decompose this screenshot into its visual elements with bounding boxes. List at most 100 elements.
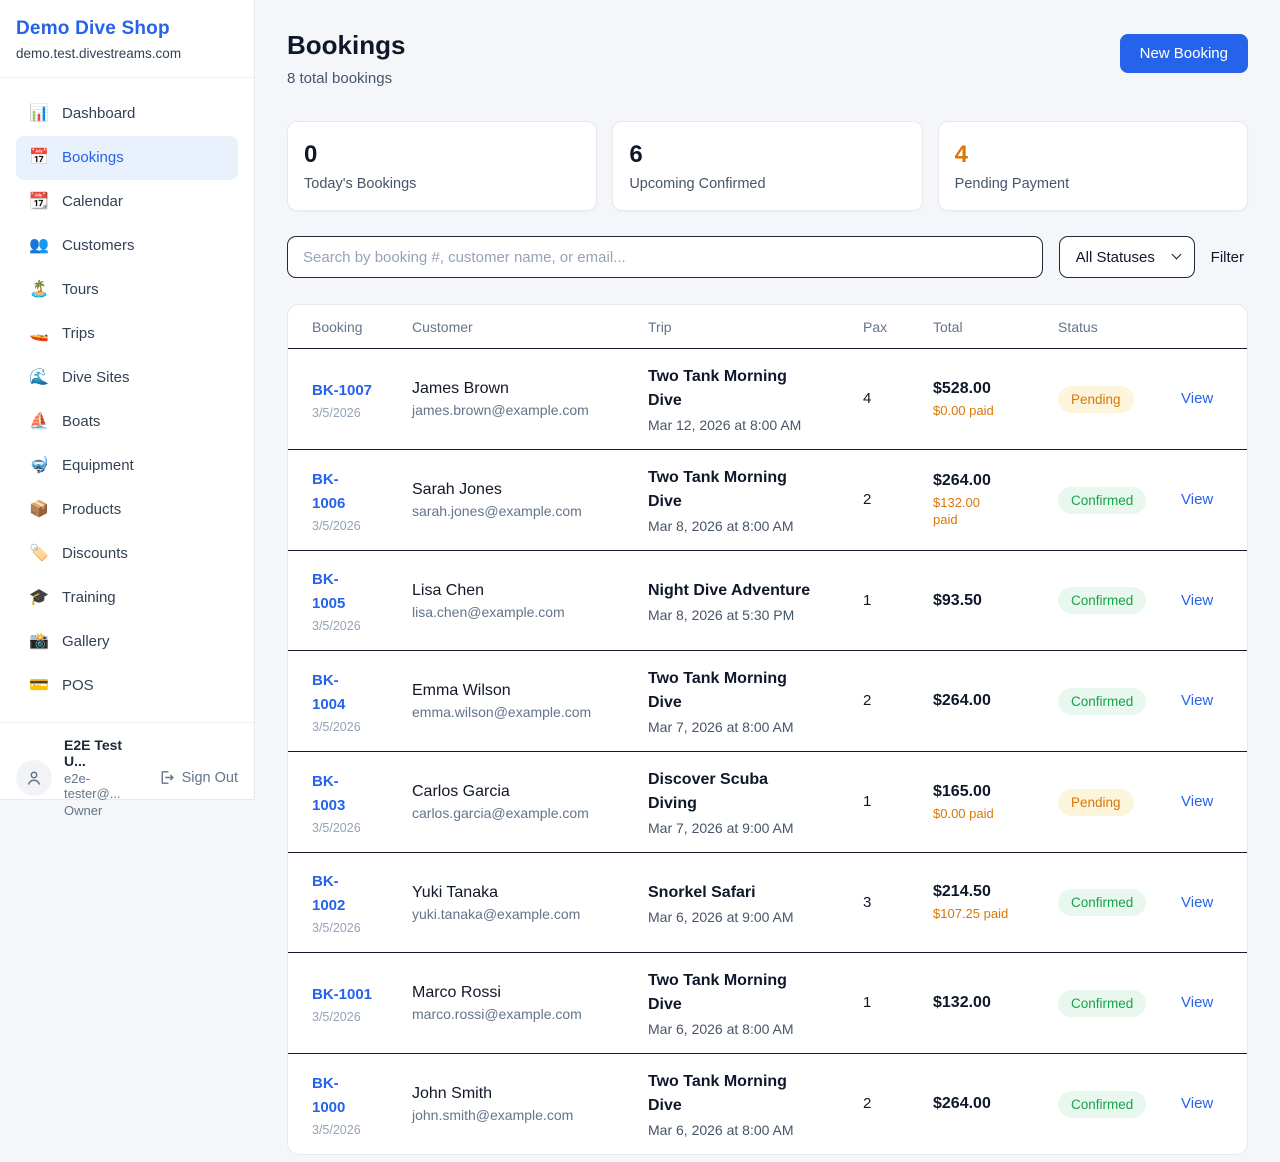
sidebar-header: Demo Dive Shop demo.test.divestreams.com [0, 0, 254, 78]
customer-email: sarah.jones@example.com [412, 503, 582, 519]
stat-card: 0 Today's Bookings [287, 121, 598, 211]
sidebar-item-label: Equipment [62, 457, 134, 474]
trip-cell: Two Tank Morning Dive Mar 6, 2026 at 8:0… [648, 952, 863, 1054]
sidebar-item-calendar[interactable]: 📆 Calendar [16, 180, 238, 224]
sidebar-item-label: Products [62, 501, 122, 518]
table-row: BK-1007 3/5/2026 James Brown james.brown… [288, 348, 1247, 450]
pax-value: 1 [863, 591, 872, 609]
stat-label: Pending Payment [954, 176, 1070, 192]
column-header-customer: Customer [412, 305, 648, 349]
view-link[interactable]: View [1181, 491, 1214, 508]
booking-id-link[interactable]: BK-1001 [312, 985, 373, 1003]
stat-card: 6 Upcoming Confirmed [612, 121, 923, 211]
booking-id-link[interactable]: BK- 1005 [312, 571, 346, 612]
trip-datetime: Mar 7, 2026 at 9:00 AM [648, 820, 794, 836]
status-select[interactable]: All Statuses [1058, 236, 1195, 278]
booking-id-link[interactable]: BK- 1000 [312, 1074, 346, 1116]
filter-button[interactable]: Filter [1210, 248, 1244, 266]
trip-cell: Two Tank Morning Dive Mar 6, 2026 at 8:0… [648, 1054, 863, 1155]
sidebar-item-customers[interactable]: 👥 Customers [16, 224, 238, 268]
paid-amount: $0.00 paid [933, 805, 994, 821]
view-link[interactable]: View [1181, 994, 1214, 1011]
sidebar-item-label: Customers [62, 237, 135, 254]
sidebar-item-equipment[interactable]: 🤿 Equipment [16, 444, 238, 488]
trip-datetime: Mar 8, 2026 at 8:00 AM [648, 518, 794, 534]
view-link[interactable]: View [1181, 893, 1214, 911]
view-link[interactable]: View [1181, 793, 1214, 810]
new-booking-button[interactable]: New Booking [1119, 34, 1248, 73]
pax-cell: 2 [863, 650, 933, 752]
view-cell: View [1181, 852, 1247, 953]
user-info: E2E Test U... e2e-tester@... Owner [64, 737, 146, 818]
status-cell: Confirmed [1058, 852, 1181, 953]
booking-id-link[interactable]: BK- 1004 [312, 671, 346, 713]
user-name: E2E Test U... [64, 737, 123, 769]
table-row: BK-1001 3/5/2026 Marco Rossi marco.rossi… [288, 952, 1247, 1054]
status-cell: Pending [1058, 348, 1181, 450]
sidebar-item-gallery[interactable]: 📸 Gallery [16, 620, 238, 664]
view-link[interactable]: View [1181, 1095, 1214, 1112]
total-cell: $214.50 $107.25 paid [933, 852, 1058, 953]
table-row: BK- 1004 3/5/2026 Emma Wilson emma.wilso… [288, 650, 1247, 752]
view-link[interactable]: View [1181, 591, 1214, 609]
nav-icon: 🚤 [29, 325, 49, 342]
customer-email: lisa.chen@example.com [412, 603, 565, 620]
status-cell: Pending [1058, 751, 1181, 853]
booking-cell: BK-1001 3/5/2026 [288, 952, 412, 1054]
sidebar-item-trips[interactable]: 🚤 Trips [16, 312, 238, 356]
customer-email: carlos.garcia@example.com [412, 805, 589, 821]
customer-cell: James Brown james.brown@example.com [412, 348, 648, 450]
booking-id-link[interactable]: BK- 1006 [312, 470, 346, 512]
status-badge: Confirmed [1058, 486, 1147, 514]
sidebar-item-label: Discounts [62, 545, 128, 562]
sidebar-item-tours[interactable]: 🏝️ Tours [16, 268, 238, 312]
trip-datetime: Mar 6, 2026 at 9:00 AM [648, 908, 794, 925]
sign-out-button[interactable]: Sign Out [158, 769, 238, 786]
status-badge: Confirmed [1058, 1090, 1147, 1118]
customer-name: Carlos Garcia [412, 783, 510, 800]
nav-icon: 🌊 [29, 369, 49, 386]
sidebar-item-label: POS [62, 677, 94, 694]
sidebar-item-dive-sites[interactable]: 🌊 Dive Sites [16, 356, 238, 400]
trip-name: Discover Scuba Diving [648, 771, 769, 812]
booking-date: 3/5/2026 [312, 1009, 361, 1024]
customer-cell: Sarah Jones sarah.jones@example.com [412, 449, 648, 551]
bookings-table-card: Booking Customer Trip Pax Total Status BK-100… [287, 304, 1248, 1155]
sidebar-item-label: Training [62, 589, 116, 606]
booking-id-link[interactable]: BK- 1003 [312, 772, 346, 814]
sidebar-item-discounts[interactable]: 🏷️ Discounts [16, 532, 238, 576]
sidebar-item-boats[interactable]: ⛵ Boats [16, 400, 238, 444]
trip-datetime: Mar 12, 2026 at 8:00 AM [648, 417, 802, 433]
total-amount: $214.50 [933, 883, 991, 900]
view-link[interactable]: View [1181, 390, 1214, 407]
sidebar-item-bookings[interactable]: 📅 Bookings [16, 136, 238, 180]
total-amount: $93.50 [933, 591, 982, 609]
customer-name: Yuki Tanaka [412, 883, 498, 901]
view-link[interactable]: View [1181, 692, 1214, 709]
view-cell: View [1181, 1054, 1247, 1155]
sidebar-item-pos[interactable]: 💳 POS [16, 664, 238, 708]
stat-value: 6 [629, 141, 643, 168]
pax-cell: 3 [863, 852, 933, 953]
sidebar-item-label: Tours [62, 281, 99, 298]
search-input[interactable] [287, 236, 1043, 278]
status-cell: Confirmed [1058, 650, 1181, 752]
sidebar-item-label: Gallery [62, 633, 110, 650]
sidebar-item-dashboard[interactable]: 📊 Dashboard [16, 92, 238, 136]
customer-email: marco.rossi@example.com [412, 1006, 582, 1022]
booking-id-link[interactable]: BK-1007 [312, 381, 373, 399]
trip-name: Two Tank Morning Dive [648, 1073, 787, 1114]
nav-icon: 🏝️ [29, 281, 49, 298]
pax-value: 4 [863, 390, 872, 407]
pax-cell: 1 [863, 952, 933, 1054]
customer-name: Marco Rossi [412, 984, 501, 1001]
table-row: BK- 1003 3/5/2026 Carlos Garcia carlos.g… [288, 751, 1247, 853]
paid-amount: $132.00 paid [933, 495, 980, 527]
sidebar-item-training[interactable]: 🎓 Training [16, 576, 238, 620]
sidebar-item-label: Dive Sites [62, 369, 130, 386]
stat-card: 4 Pending Payment [937, 121, 1248, 211]
customer-cell: Marco Rossi marco.rossi@example.com [412, 952, 648, 1054]
nav-icon: 🎓 [29, 589, 49, 606]
booking-id-link[interactable]: BK- 1002 [312, 873, 346, 914]
sidebar-item-products[interactable]: 📦 Products [16, 488, 238, 532]
